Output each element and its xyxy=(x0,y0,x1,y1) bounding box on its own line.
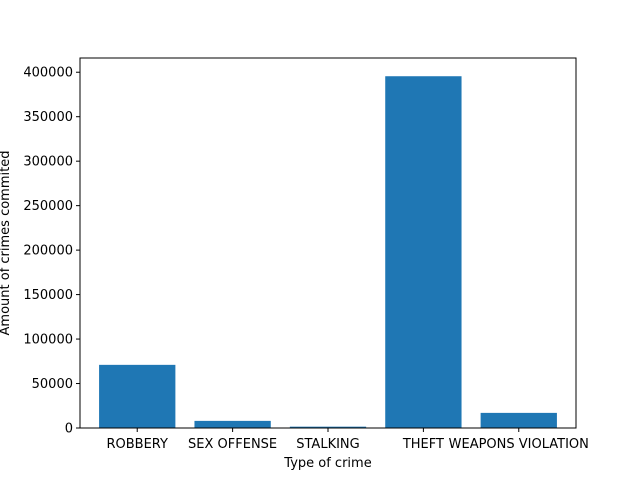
y-tick-label: 350000 xyxy=(23,110,73,125)
y-tick-label: 250000 xyxy=(23,199,73,214)
bar-theft xyxy=(385,76,462,429)
y-tick-label: 150000 xyxy=(23,288,73,303)
y-tick-label: 300000 xyxy=(23,155,73,170)
x-tick-label: THEFT xyxy=(402,437,444,452)
bar-robbery xyxy=(99,364,176,428)
bar-sex-offense xyxy=(194,420,271,428)
x-tick-label: SEX OFFENSE xyxy=(188,437,277,452)
y-tick-label: 50000 xyxy=(32,377,73,392)
bar-stalking xyxy=(289,426,367,428)
y-tick-label: 0 xyxy=(65,422,73,437)
y-tick-label: 100000 xyxy=(23,333,73,348)
y-tick-label: 400000 xyxy=(23,66,73,81)
x-tick-label: ROBBERY xyxy=(106,437,168,452)
x-tick-label: WEAPONS VIOLATION xyxy=(449,437,589,452)
y-axis: 0 50000 100000 150000 200000 250000 300000 3500… xyxy=(23,66,80,437)
bar-weapons-violation xyxy=(480,412,557,428)
x-axis-title: Type of crime xyxy=(283,456,371,471)
bars-group xyxy=(99,76,557,429)
y-tick-label: 200000 xyxy=(23,244,73,259)
y-axis-title: Amount of crimes commited xyxy=(0,151,13,336)
x-axis: ROBBERY SEX OFFENSE STALKING THEFT WEAPONS V… xyxy=(106,428,589,452)
x-tick-label: STALKING xyxy=(296,437,359,452)
